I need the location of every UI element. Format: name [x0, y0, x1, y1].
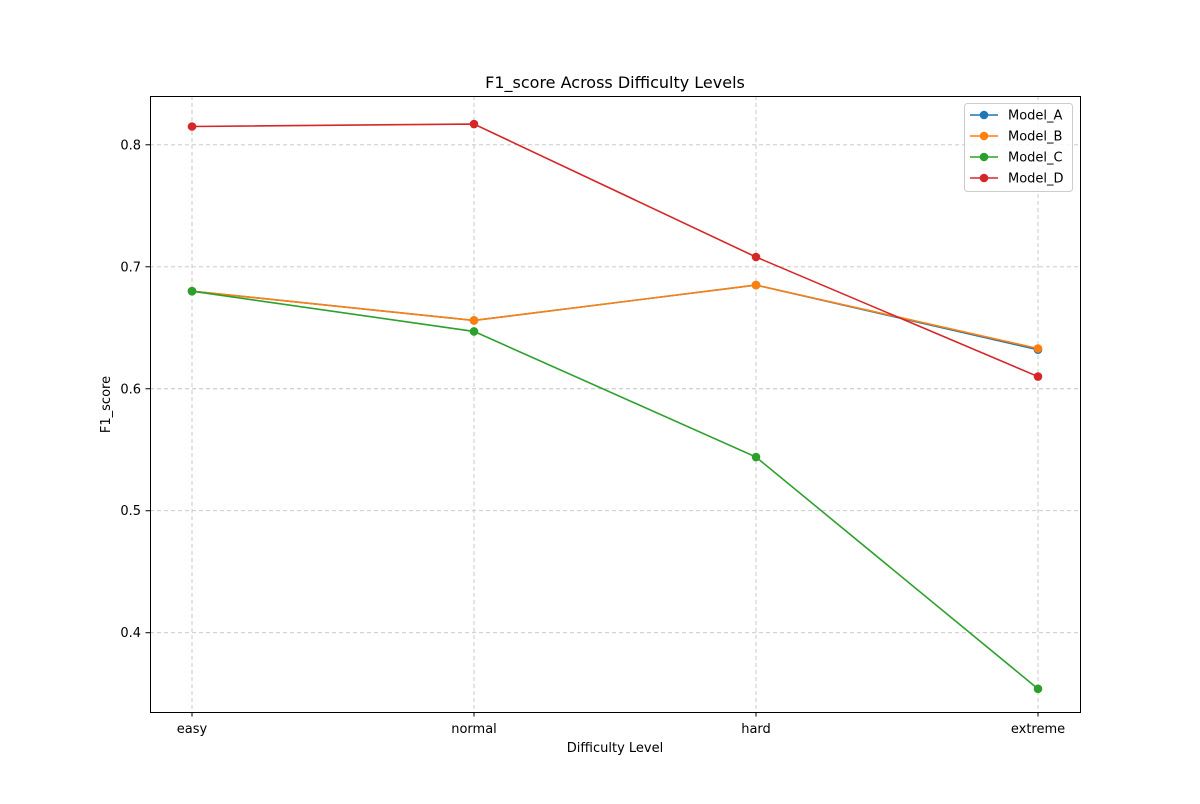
- legend-frame: [964, 103, 1073, 192]
- chart-title: F1_score Across Difficulty Levels: [485, 73, 745, 93]
- series-line: [191, 284, 1039, 351]
- legend-marker: [979, 152, 989, 162]
- y-axis: 0.4 0.5 0.6 0.7 0.8: [120, 138, 150, 641]
- data-point: [1033, 344, 1043, 353]
- legend: Model_A Model_B Model_C Model_D: [964, 103, 1073, 192]
- legend-label: Model_A: [1008, 109, 1063, 124]
- series-line: [191, 284, 1039, 350]
- x-tick-label: extreme: [1011, 722, 1065, 737]
- legend-marker: [979, 110, 989, 120]
- data-point: [469, 119, 479, 129]
- data-point: [751, 452, 761, 462]
- series-model-d: [187, 119, 1043, 381]
- x-tick-label: normal: [451, 722, 497, 737]
- series-line: [191, 123, 1039, 378]
- data-point: [751, 280, 761, 290]
- x-tick-label: hard: [741, 722, 771, 737]
- legend-marker: [979, 131, 989, 141]
- data-point: [751, 252, 761, 262]
- x-axis: easy normal hard extreme: [177, 712, 1065, 737]
- data-point: [187, 286, 197, 296]
- data-point: [1033, 372, 1043, 381]
- legend-label: Model_D: [1008, 172, 1064, 187]
- y-tick-label: 0.4: [120, 626, 141, 641]
- grid: [150, 96, 1080, 712]
- y-tick-label: 0.7: [120, 260, 141, 275]
- legend-label: Model_B: [1008, 130, 1062, 145]
- data-point: [469, 327, 479, 336]
- y-tick-label: 0.6: [120, 382, 141, 397]
- legend-marker: [979, 173, 989, 183]
- legend-label: Model_C: [1008, 151, 1063, 166]
- y-tick-label: 0.5: [120, 504, 141, 519]
- series-layer: [187, 119, 1043, 694]
- y-axis-label: F1_score: [99, 376, 114, 433]
- data-point: [1033, 684, 1043, 694]
- series-model-a: [187, 280, 1043, 355]
- x-axis-label: Difficulty Level: [567, 741, 663, 756]
- x-tick-label: easy: [177, 722, 208, 737]
- series-model-c: [187, 286, 1043, 694]
- data-point: [187, 122, 197, 131]
- plot-area-frame: [150, 96, 1081, 713]
- series-line: [191, 290, 1039, 690]
- data-point: [469, 316, 479, 325]
- series-model-b: [187, 280, 1043, 353]
- y-tick-label: 0.8: [120, 138, 141, 153]
